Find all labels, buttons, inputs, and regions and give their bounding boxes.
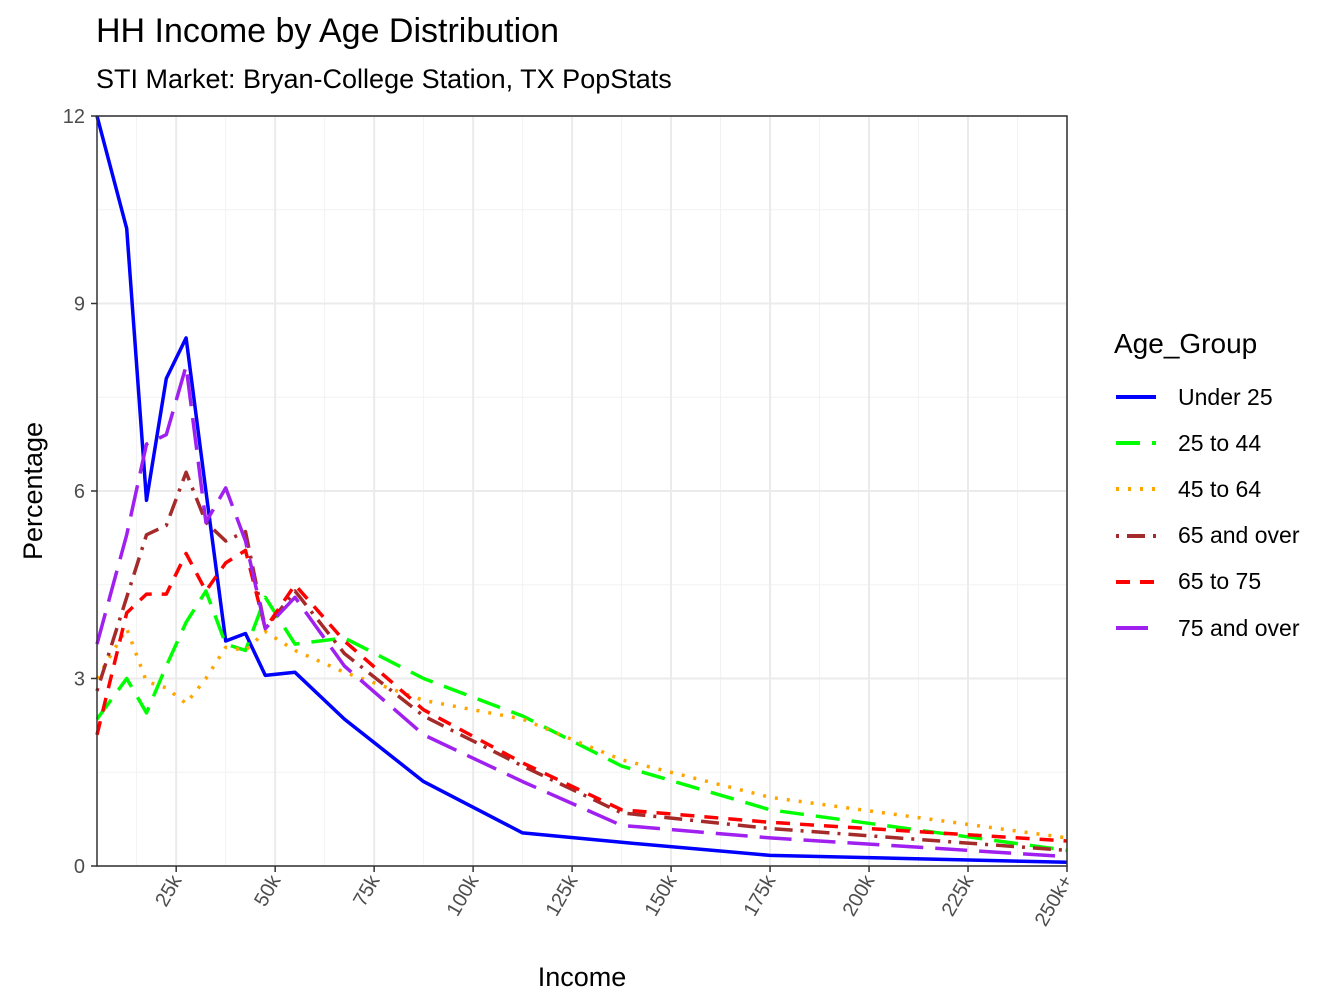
series-line <box>95 626 1068 840</box>
legend-key <box>1116 533 1156 538</box>
legend-key <box>1116 395 1156 400</box>
x-tick-label: 75k <box>349 871 385 911</box>
grid-lines <box>97 115 1068 867</box>
legend-item: 25 to 44 <box>1114 420 1299 466</box>
legend-item: Under 25 <box>1114 374 1299 420</box>
legend-label: 65 to 75 <box>1178 568 1262 595</box>
legend-item: 75 and over <box>1114 605 1299 651</box>
y-tick-label: 12 <box>63 106 85 128</box>
y-tick-label: 0 <box>74 856 85 878</box>
chart-title: HH Income by Age Distribution <box>96 12 559 50</box>
x-tick-label: 50k <box>250 871 286 911</box>
series-line <box>95 364 1068 859</box>
y-tick-label: 3 <box>74 669 85 691</box>
legend-title: Age_Group <box>1114 328 1258 359</box>
y-tick-label: 9 <box>74 294 85 316</box>
x-tick-label: 100k <box>443 871 484 920</box>
x-tick-label: 25k <box>151 871 187 911</box>
legend-key <box>1116 441 1156 446</box>
series-line <box>95 115 1068 865</box>
legend-key <box>1116 579 1156 584</box>
legend: Age_Group Under 25 25 to 44 45 to 64 65 and… <box>1114 328 1299 651</box>
series-line <box>95 548 1068 843</box>
x-tick-label: 200k <box>839 871 880 920</box>
legend-item: 45 to 64 <box>1114 466 1299 512</box>
legend-item: 65 to 75 <box>1114 559 1299 605</box>
axis-ticks: 0 3 6 9 12 25k 50k 75k 100k 125k 150k 175k 200k 225k 2… <box>63 106 1078 930</box>
legend-label: 25 to 44 <box>1178 429 1262 456</box>
legend-label: 45 to 64 <box>1178 475 1262 502</box>
legend-key <box>1116 626 1156 631</box>
chart-subtitle: STI Market: Bryan-College Station, TX Po… <box>96 64 672 94</box>
legend-items: Under 25 25 to 44 45 to 64 65 and over 65 to… <box>1114 374 1299 651</box>
x-tick-label: 250k+ <box>1031 872 1078 931</box>
legend-label: Under 25 <box>1178 383 1273 410</box>
legend-label: 75 and over <box>1178 614 1300 641</box>
legend-item: 65 and over <box>1114 513 1299 559</box>
x-tick-label: 125k <box>542 871 583 920</box>
series-line <box>95 589 1068 853</box>
series-lines <box>95 115 1068 865</box>
legend-key <box>1116 487 1156 492</box>
y-axis-title: Percentage <box>18 422 48 560</box>
legend-label: 65 and over <box>1178 522 1300 549</box>
x-tick-label: 150k <box>641 871 682 920</box>
x-tick-label: 225k <box>938 871 979 920</box>
y-tick-label: 6 <box>74 481 85 503</box>
x-tick-label: 175k <box>740 871 781 920</box>
x-axis-title: Income <box>538 962 627 992</box>
